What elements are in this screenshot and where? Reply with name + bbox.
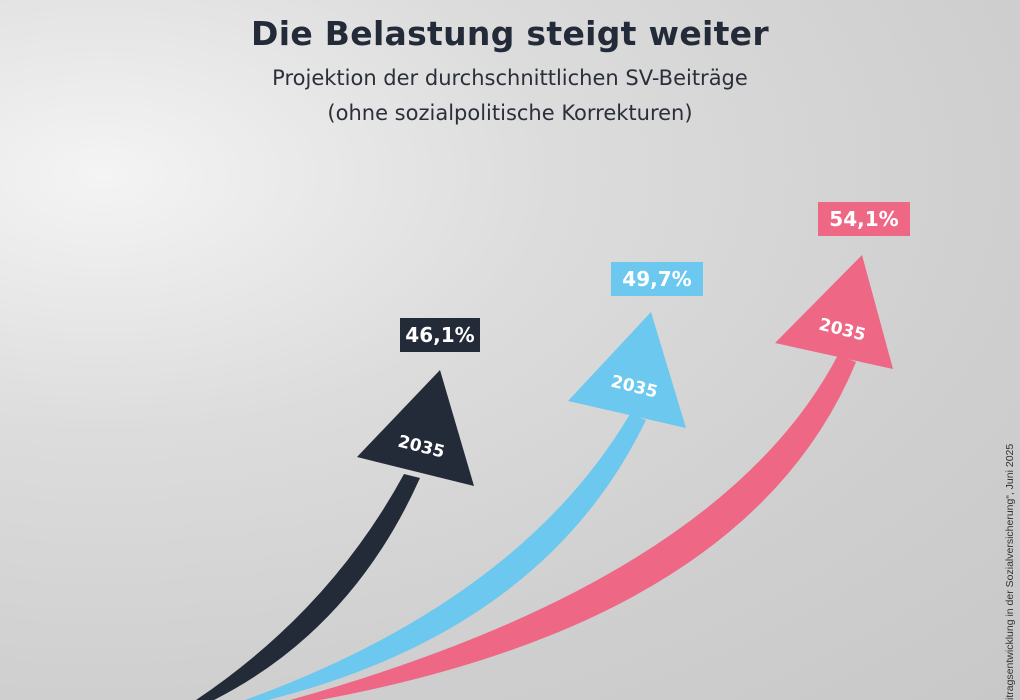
- arrow-shaft-1: [196, 474, 420, 700]
- value-label-1: 46,1%: [400, 318, 480, 352]
- arrow-head-1: [357, 370, 474, 486]
- value-label-2: 49,7%: [611, 262, 703, 296]
- source-note: itragsentwicklung in der Sozialversicher…: [1004, 443, 1016, 700]
- page-title: Die Belastung steigt weiter: [251, 14, 769, 53]
- subtitle: Projektion der durchschnittlichen SV-Bei…: [272, 66, 748, 90]
- value-label-3: 54,1%: [818, 202, 910, 236]
- arrow-head-2: [568, 312, 686, 428]
- subtitle-note: (ohne sozialpolitische Korrekturen): [327, 101, 693, 125]
- arrow-head-3: [775, 255, 893, 369]
